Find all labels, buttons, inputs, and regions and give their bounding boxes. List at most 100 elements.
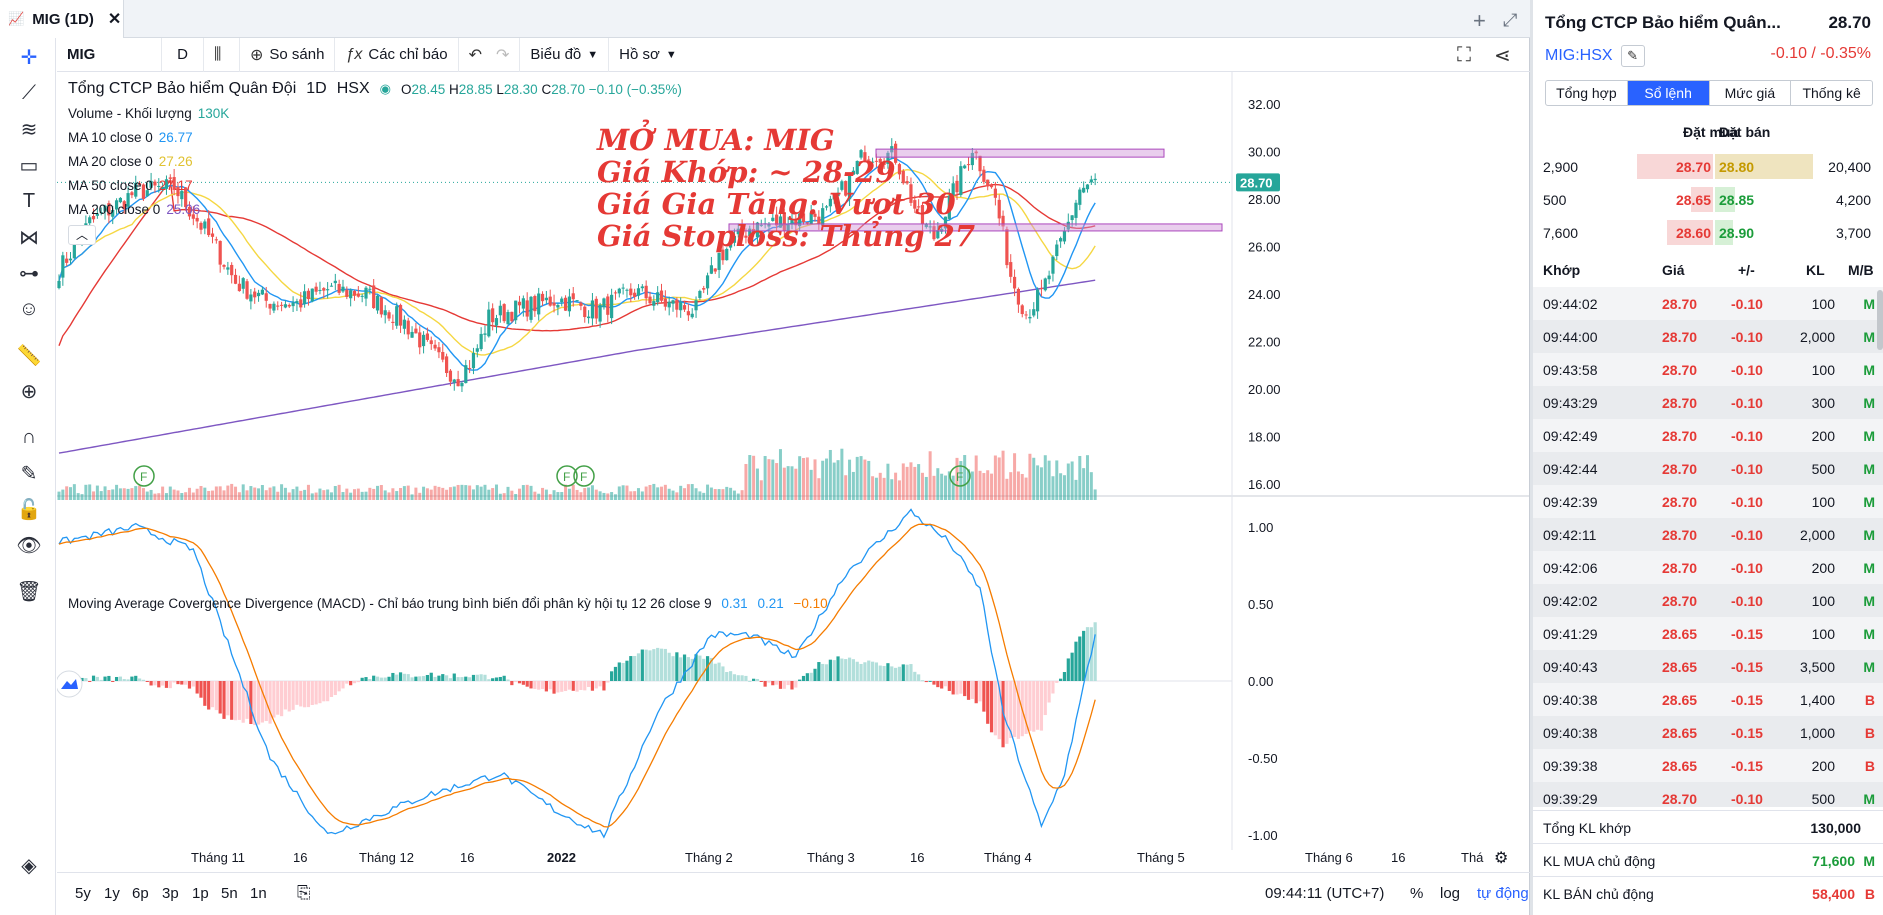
interval-button[interactable]: D <box>162 37 204 72</box>
ruler-icon[interactable]: 📏 <box>16 344 42 367</box>
price-chart[interactable]: 32.00 30.00 28.00 26.00 24.00 22.00 20.00 18.00… <box>57 72 1530 850</box>
trade-row[interactable]: 09:42:06 28.70 -0.10 200 M <box>1533 551 1883 584</box>
time-axis[interactable]: Tháng 11 16 Tháng 12 16 2022 Tháng 2 Thá… <box>57 850 1530 870</box>
trade-row[interactable]: 09:43:58 28.70 -0.10 100 M <box>1533 353 1883 386</box>
rectangle-icon[interactable]: ▭ <box>19 154 39 177</box>
range-1y-button[interactable]: 1y <box>104 885 120 902</box>
trend-line-icon[interactable]: ⟋ <box>22 81 36 104</box>
tab-thong-ke[interactable]: Thống kê <box>1802 85 1861 101</box>
orderbook-row[interactable]: 7,600 28.60 28.90 3,700 <box>1533 216 1883 249</box>
expand-window-icon[interactable]: ⤢ <box>1503 10 1518 30</box>
range-5y-button[interactable]: 5y <box>75 885 91 902</box>
range-3p-button[interactable]: 3p <box>162 885 179 902</box>
trade-row[interactable]: 09:41:29 28.65 -0.15 100 M <box>1533 617 1883 650</box>
legend-volume[interactable]: Volume - Khối lượng 130K <box>68 106 230 121</box>
crosshair-icon[interactable]: ✛ <box>20 46 38 69</box>
tab-muc-gia[interactable]: Mức giá <box>1710 81 1792 105</box>
price-axis-label: 32.00 <box>1248 97 1281 112</box>
macd-histogram-bar <box>840 658 844 681</box>
indicators-button[interactable]: ƒx Các chỉ báo <box>335 37 459 72</box>
trade-row[interactable]: 09:42:44 28.70 -0.10 500 M <box>1533 452 1883 485</box>
trade-row[interactable]: 09:39:29 28.70 -0.10 500 M <box>1533 782 1883 807</box>
tab-tong-hop[interactable]: Tổng hợp <box>1546 81 1628 105</box>
symbol-search-button[interactable]: MIG <box>57 37 162 72</box>
macd-legend[interactable]: Moving Average Covergence Divergence (MA… <box>68 596 828 611</box>
macd-histogram-bar <box>111 681 115 682</box>
zoom-in-icon[interactable]: ⊕ <box>20 380 38 403</box>
orderbook-row[interactable]: 2,900 28.70 28.80 20,400 <box>1533 150 1883 183</box>
macd-histogram-bar <box>989 681 994 733</box>
trades-list[interactable]: 09:44:02 28.70 -0.10 100 M 09:44:00 28.70 -0.10… <box>1533 287 1883 807</box>
orderbook-row[interactable]: 500 28.65 28.85 4,200 <box>1533 183 1883 216</box>
volume-bar <box>590 485 594 500</box>
magnet-icon[interactable]: ∩ <box>21 425 37 448</box>
volume-bar <box>541 487 545 500</box>
text-icon[interactable]: T <box>22 189 36 212</box>
volume-bar <box>352 489 356 500</box>
legend-ma20[interactable]: MA 20 close 0 27.26 <box>68 154 193 169</box>
event-marker <box>949 465 971 487</box>
log-scale-button[interactable]: log <box>1440 885 1461 902</box>
trade-change: -0.10 <box>1731 329 1763 345</box>
volume-bar <box>909 462 913 500</box>
trade-row[interactable]: 09:40:43 28.65 -0.15 3,500 M <box>1533 650 1883 683</box>
trade-row[interactable]: 09:44:02 28.70 -0.10 100 M <box>1533 287 1883 320</box>
auto-scale-button[interactable]: tự động <box>1477 885 1529 902</box>
edit-pencil-icon[interactable]: ✎ <box>1620 45 1645 67</box>
lock-icon[interactable]: 🔓 <box>16 498 42 521</box>
legend-ma50[interactable]: MA 50 close 0 27.17 <box>68 178 193 193</box>
collapse-legend-button[interactable]: ︿ <box>68 225 96 245</box>
macd-histogram-bar <box>168 681 172 689</box>
emoji-icon[interactable]: ☺ <box>18 297 40 320</box>
legend-ma200[interactable]: MA 200 close 0 25.06 <box>68 202 201 217</box>
settings-gear-icon[interactable]: ⚙ <box>1494 850 1509 867</box>
trade-row[interactable]: 09:42:11 28.70 -0.10 2,000 M <box>1533 518 1883 551</box>
fullscreen-icon[interactable]: ⛶ <box>1457 43 1471 66</box>
tab-so-lenh[interactable]: Sổ lệnh <box>1627 81 1710 105</box>
trade-row[interactable]: 09:42:39 28.70 -0.10 100 M <box>1533 485 1883 518</box>
close-tab-icon[interactable]: ✕ <box>107 11 122 28</box>
range-1n-button[interactable]: 1n <box>250 885 267 902</box>
volume-bar <box>886 463 890 500</box>
chart-menu-button[interactable]: Biểu đồ ▼ <box>520 37 610 72</box>
forecast-icon[interactable]: ⊶ <box>19 262 39 285</box>
lock-drawing-icon[interactable]: ✎ <box>20 462 38 485</box>
trash-icon[interactable]: 🗑 <box>16 580 42 603</box>
date-range-icon[interactable]: ⎘ <box>297 883 311 902</box>
add-tab-icon[interactable]: + <box>1473 8 1486 33</box>
volume-bar <box>970 471 974 500</box>
undo-icon[interactable]: ↶ <box>468 46 482 64</box>
volume-bar <box>859 456 863 500</box>
range-1p-button[interactable]: 1p <box>192 885 209 902</box>
legend-ma10[interactable]: MA 10 close 0 26.77 <box>68 130 193 145</box>
volume-bar <box>126 488 130 500</box>
trade-row[interactable]: 09:39:38 28.65 -0.15 200 B <box>1533 749 1883 782</box>
profile-menu-button[interactable]: Hồ sơ ▼ <box>619 46 677 63</box>
pattern-icon[interactable]: ⋈ <box>19 226 39 249</box>
macd-histogram-bar <box>145 681 149 682</box>
volume-bar <box>817 478 821 500</box>
candle-body <box>594 298 598 319</box>
eye-icon[interactable]: 👁 <box>16 534 42 557</box>
volume-bar <box>533 491 537 500</box>
fib-icon[interactable]: ≋ <box>20 118 38 141</box>
macd-histogram-bar <box>379 677 383 681</box>
trade-row[interactable]: 09:40:38 28.65 -0.15 1,000 B <box>1533 716 1883 749</box>
percent-scale-button[interactable]: % <box>1410 885 1424 902</box>
trade-row[interactable]: 09:44:00 28.70 -0.10 2,000 M <box>1533 320 1883 353</box>
trade-row[interactable]: 09:40:38 28.65 -0.15 1,400 B <box>1533 683 1883 716</box>
symbol-link[interactable]: MIG:HSX ✎ <box>1545 45 1645 67</box>
redo-icon[interactable]: ↷ <box>495 46 510 64</box>
trade-row[interactable]: 09:42:49 28.70 -0.10 200 M <box>1533 419 1883 452</box>
range-6p-button[interactable]: 6p <box>132 885 149 902</box>
volume-bar <box>920 472 924 500</box>
compare-button[interactable]: ⊕ So sánh <box>240 37 336 72</box>
share-icon[interactable]: ⋖ <box>1494 44 1511 67</box>
trades-scrollbar[interactable] <box>1877 290 1883 350</box>
chart-tab[interactable]: 📈 MIG (1D) ✕ <box>0 0 124 38</box>
trade-row[interactable]: 09:43:29 28.70 -0.10 300 M <box>1533 386 1883 419</box>
trade-row[interactable]: 09:42:02 28.70 -0.10 100 M <box>1533 584 1883 617</box>
candle-style-button[interactable]: ⫼ <box>204 37 240 72</box>
layers-icon[interactable]: ◈ <box>21 854 37 877</box>
range-5n-button[interactable]: 5n <box>221 885 238 902</box>
